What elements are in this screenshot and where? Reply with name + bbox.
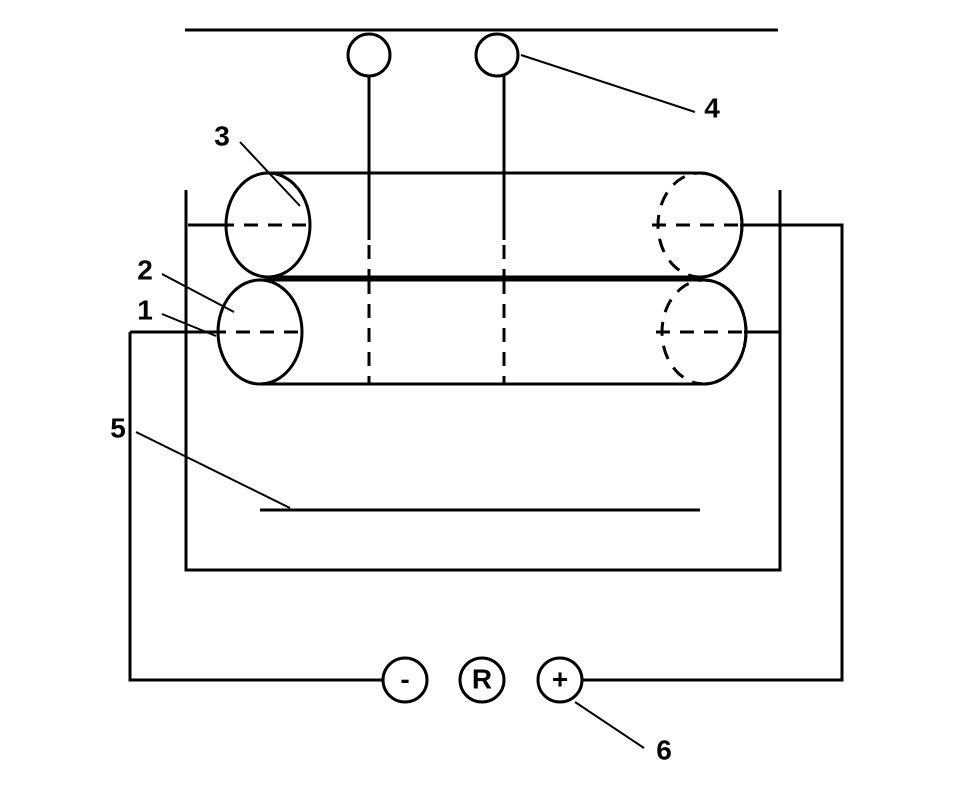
diagram-svg: - R +1 2 3 4 5 6 — [0, 0, 964, 790]
callout-5: 5 — [110, 412, 126, 443]
wire-right — [582, 225, 842, 680]
callout-6: 6 — [656, 734, 672, 765]
pulley-right — [476, 34, 518, 76]
leader-2 — [162, 274, 234, 312]
resistor-label: R — [472, 663, 492, 694]
leader-4 — [521, 55, 695, 112]
minus-label: - — [400, 663, 409, 694]
callout-1: 1 — [137, 294, 153, 325]
callout-2: 2 — [137, 254, 153, 285]
callout-4: 4 — [704, 92, 720, 123]
leader-6 — [575, 702, 644, 748]
plus-label: + — [552, 663, 568, 694]
pulley-left — [348, 34, 390, 76]
diagram-root: - R +1 2 3 4 5 6 — [0, 0, 964, 790]
callout-3: 3 — [214, 120, 230, 151]
leader-5 — [136, 432, 290, 508]
